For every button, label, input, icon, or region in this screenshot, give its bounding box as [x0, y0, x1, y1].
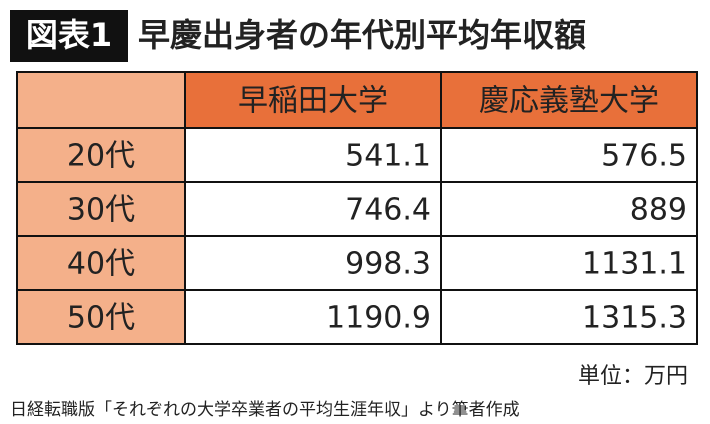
cell-value: 541.1 [345, 139, 431, 174]
title: 早慶出身者の年代別平均年収額 [138, 16, 586, 54]
cell [184, 289, 442, 345]
cell [440, 181, 698, 237]
row-label: 40代 [67, 247, 135, 282]
unit: 単位：万円 [578, 364, 688, 389]
column-header: 慶応義塾大学 [479, 84, 659, 119]
cell [16, 289, 186, 345]
cell-value: 1315.3 [582, 301, 687, 336]
row-label: 30代 [67, 193, 135, 228]
cell [16, 235, 186, 291]
cell-value: 576.5 [601, 139, 687, 174]
cell-value: 1190.9 [326, 301, 431, 336]
table: 早稲田大学 慶応義塾大学 20代 541.1 576.5 30代 746.4 889 40代 99… [16, 71, 698, 345]
cell [16, 127, 186, 183]
cell [440, 289, 698, 345]
cell-value: 746.4 [345, 193, 431, 228]
cell [184, 71, 442, 129]
cell-value: 998.3 [345, 247, 431, 282]
badge: 図表1 [26, 16, 112, 54]
cell [440, 71, 698, 129]
cell-value: 1131.1 [582, 247, 687, 282]
row-label: 20代 [67, 139, 135, 174]
cell [184, 235, 442, 291]
cell [16, 71, 186, 129]
cell-value: 889 [630, 193, 687, 228]
column-header: 早稲田大学 [238, 84, 388, 119]
badge-bg [10, 10, 128, 62]
source: 日経転職版「それぞれの大学卒業者の平均生涯年収」より筆者作成 [10, 400, 520, 420]
row-label: 50代 [67, 301, 135, 336]
